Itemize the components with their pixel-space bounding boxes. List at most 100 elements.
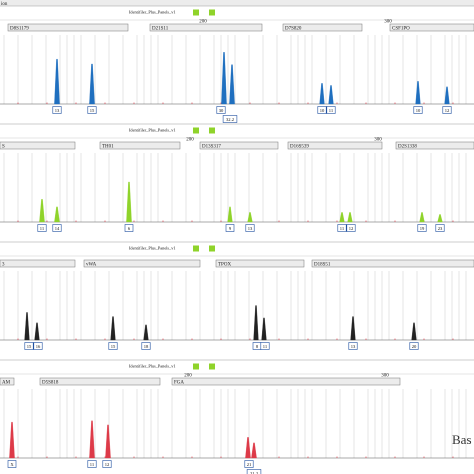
bin-toggle-square[interactable]: [193, 245, 199, 252]
allele-peak[interactable]: [350, 316, 356, 341]
bin-toggle-square[interactable]: [209, 9, 215, 16]
allele-peak[interactable]: [328, 85, 334, 105]
allele-peak[interactable]: [89, 420, 95, 459]
allele-call-box[interactable]: [413, 106, 423, 114]
allele-peak[interactable]: [221, 52, 227, 105]
allele-call-box[interactable]: [442, 106, 452, 114]
allele-peak[interactable]: [444, 86, 450, 105]
bin-toggle-square[interactable]: [193, 363, 199, 370]
allele-peak[interactable]: [415, 81, 421, 105]
allele-call-box[interactable]: [245, 224, 255, 232]
marker-bin-bar[interactable]: [7, 23, 129, 32]
dye-panel-4: Identifiler_Plus_Panels_v1 200 300 AM D5S818…: [0, 362, 474, 474]
allele-peak[interactable]: [54, 206, 60, 223]
allele-peak[interactable]: [261, 317, 267, 341]
marker-bin-bar[interactable]: [287, 141, 383, 150]
allele-call-box[interactable]: [33, 342, 43, 350]
allele-call-label: 32.2: [226, 117, 235, 122]
allele-call-label: 30: [219, 108, 224, 113]
marker-label: D2S1338: [398, 145, 417, 150]
allele-call-box[interactable]: [225, 224, 235, 232]
allele-peak[interactable]: [143, 324, 149, 341]
allele-peak[interactable]: [339, 212, 345, 223]
marker-label: TH01: [102, 145, 114, 150]
marker-bin-bar[interactable]: [395, 141, 474, 150]
allele-call-box[interactable]: [216, 106, 226, 114]
allele-call-box[interactable]: [409, 342, 419, 350]
size-axis-tick: 200: [184, 374, 192, 379]
bin-toggle-square[interactable]: [209, 127, 215, 134]
dye-panel-3: Identifiler_Plus_Panels_v1 3 vWA TPOX D18S51…: [0, 244, 474, 361]
allele-call-label: 8: [256, 344, 259, 349]
bin-toggle-square[interactable]: [209, 363, 215, 370]
allele-call-box[interactable]: [108, 342, 118, 350]
allele-peak[interactable]: [34, 322, 40, 341]
allele-call-box[interactable]: [52, 106, 62, 114]
allele-call-label: 15: [111, 344, 116, 349]
marker-bin-bar[interactable]: [83, 259, 201, 268]
allele-call-box[interactable]: [102, 460, 112, 468]
marker-bin-bar[interactable]: [99, 141, 181, 150]
allele-peak[interactable]: [251, 442, 257, 459]
allele-peak[interactable]: [419, 212, 425, 223]
allele-call-box[interactable]: [317, 106, 327, 114]
allele-peak[interactable]: [247, 212, 253, 223]
allele-peak[interactable]: [437, 214, 443, 223]
allele-call-box[interactable]: [222, 115, 238, 123]
allele-peak[interactable]: [245, 437, 251, 459]
allele-peak[interactable]: [126, 181, 132, 223]
allele-call-box[interactable]: [37, 224, 47, 232]
allele-call-box[interactable]: [24, 342, 34, 350]
allele-peak[interactable]: [227, 206, 233, 223]
allele-call-box[interactable]: [87, 460, 97, 468]
allele-call-box[interactable]: [141, 342, 151, 350]
allele-call-label: 20: [412, 344, 417, 349]
allele-peak[interactable]: [39, 199, 45, 223]
allele-call-label: 15: [90, 108, 95, 113]
allele-peak[interactable]: [89, 63, 95, 105]
allele-peak[interactable]: [319, 83, 325, 105]
allele-peak[interactable]: [229, 64, 235, 105]
allele-peak[interactable]: [253, 305, 259, 341]
marker-bin-bar[interactable]: [282, 23, 363, 32]
marker-bin-bar[interactable]: [171, 377, 401, 386]
allele-call-box[interactable]: [417, 224, 427, 232]
marker-bin-bar[interactable]: [149, 23, 263, 32]
allele-peak[interactable]: [411, 322, 417, 341]
marker-bin-bar[interactable]: [389, 23, 474, 32]
panel-kit-label: Identifiler_Plus_Panels_v1: [129, 10, 176, 15]
allele-peak[interactable]: [9, 421, 15, 459]
bottom-corner-text: Bas: [452, 432, 472, 447]
allele-call-box[interactable]: [124, 224, 134, 232]
allele-call-box[interactable]: [7, 460, 17, 468]
allele-call-box[interactable]: [246, 469, 262, 474]
allele-peak[interactable]: [24, 312, 30, 341]
bin-toggle-square[interactable]: [209, 245, 215, 252]
allele-call-label: 12: [105, 462, 110, 467]
bin-toggle-square[interactable]: [193, 9, 199, 16]
allele-call-box[interactable]: [337, 224, 347, 232]
allele-call-box[interactable]: [87, 106, 97, 114]
marker-bin-bar[interactable]: [0, 377, 15, 386]
allele-call-box[interactable]: [326, 106, 336, 114]
marker-label: D7S820: [285, 27, 302, 32]
allele-call-box[interactable]: [260, 342, 270, 350]
allele-peak[interactable]: [105, 424, 111, 459]
marker-bin-bar[interactable]: [199, 141, 279, 150]
marker-bin-bar[interactable]: [311, 259, 474, 268]
allele-peak[interactable]: [54, 59, 60, 105]
allele-call-box[interactable]: [244, 460, 254, 468]
allele-call-box[interactable]: [435, 224, 445, 232]
allele-peak[interactable]: [110, 316, 116, 341]
marker-bin-bar[interactable]: [0, 259, 76, 268]
bin-toggle-square[interactable]: [193, 127, 199, 134]
marker-bin-bar[interactable]: [215, 259, 305, 268]
marker-bin-bar[interactable]: [39, 377, 161, 386]
allele-call-box[interactable]: [346, 224, 356, 232]
allele-call-box[interactable]: [52, 224, 62, 232]
allele-peak[interactable]: [347, 212, 353, 223]
allele-call-label: 11: [90, 462, 95, 467]
allele-call-box[interactable]: [348, 342, 358, 350]
marker-bin-bar[interactable]: [0, 141, 76, 150]
